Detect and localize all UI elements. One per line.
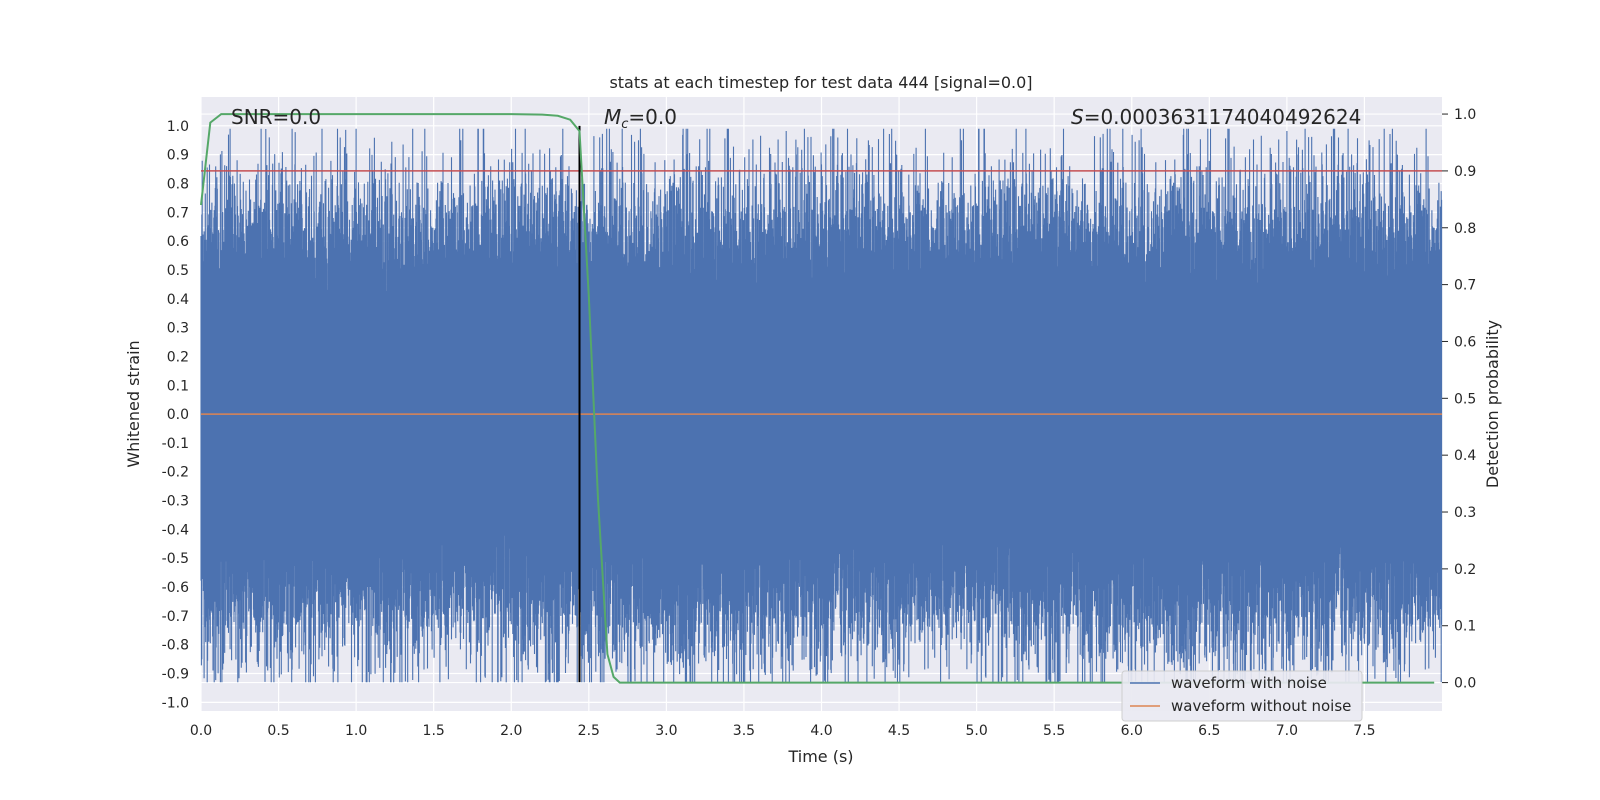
legend: waveform with noise waveform without noi… [1121,670,1363,722]
x-tick-label: 3.0 [655,723,677,739]
s-value: =0.0003631174040492624 [1084,105,1362,129]
x-tick-label: 1.0 [345,723,367,739]
y2-tick-label: 1.0 [1454,107,1476,123]
snr-annotation: SNR=0.0 [231,105,321,129]
y-tick-label: 0.5 [167,263,189,279]
chirp-mass-value: =0.0 [628,105,677,129]
s-annotation: S=0.0003631174040492624 [1071,105,1361,129]
y-tick-label: -0.7 [162,609,189,625]
y2-tick-label: 0.9 [1454,164,1476,180]
chirp-mass-annotation: Mc=0.0 [604,105,677,132]
y-tick-label: 0.7 [167,205,189,221]
x-tick-label: 3.5 [733,723,755,739]
x-tick-label: 6.5 [1198,723,1220,739]
y-tick-label: -0.5 [162,551,189,567]
overlay [200,113,1442,684]
y2-tick-label: 0.6 [1454,334,1476,350]
legend-box [1121,670,1363,722]
y-tick-label: -0.2 [162,465,189,481]
y-tick-label: -0.3 [162,494,189,510]
y2-tick-label: 0.4 [1454,448,1476,464]
y2-tick-label: 0.2 [1454,562,1476,578]
x-tick-label: 4.5 [888,723,910,739]
y-tick-label: -0.6 [162,580,189,596]
y-tick-label: 0.1 [167,378,189,394]
y-tick-label: 0.9 [167,148,189,164]
y-axis-label: Whitened strain [124,340,143,467]
x-tick-label: 4.0 [810,723,832,739]
s-symbol: S [1071,105,1084,129]
x-axis-label: Time (s) [787,747,853,766]
y2-tick-label: 0.1 [1454,619,1476,635]
x-tick-label: 7.0 [1276,723,1298,739]
x-tick-label: 0.5 [267,723,289,739]
tick-labels: 0.0 0.5 1.0 1.5 2.0 2.5 3.0 3.5 4.0 4.5 5.0 5.5 6.0 6… [162,107,1477,739]
x-tick-label: 2.5 [578,723,600,739]
x-tick-label: 5.0 [965,723,987,739]
legend-label-clean: waveform without noise [1171,697,1351,715]
y-tick-label: 0.3 [167,321,189,337]
y2-axis-label: Detection probability [1483,320,1502,488]
chart-title: stats at each timestep for test data 444… [609,73,1032,92]
chirp-mass-subscript: c [621,117,628,132]
y-tick-label: 0.2 [167,349,189,365]
waveform-with-noise-series [200,128,1443,683]
y2-tick-label: 0.7 [1454,278,1476,294]
y-tick-label: 0.0 [167,407,189,423]
chirp-mass-symbol: M [604,105,621,129]
y-tick-label: -0.8 [162,638,189,654]
y2-tick-label: 0.3 [1454,505,1476,521]
y2-tick-label: 0.0 [1454,676,1476,692]
y-tick-label: -0.4 [162,522,189,538]
y-tick-label: 0.4 [167,292,189,308]
y-tick-label: 1.0 [167,119,189,135]
legend-label-noise: waveform with noise [1171,674,1327,692]
x-tick-label: 1.5 [423,723,445,739]
y-tick-label: 0.8 [167,176,189,192]
y-tick-label: 0.6 [167,234,189,250]
y-tick-label: -0.9 [162,667,189,683]
y-tick-label: -1.0 [162,695,189,711]
detection-probability-line [200,113,1435,684]
x-tick-label: 0.0 [190,723,212,739]
x-tick-label: 6.0 [1121,723,1143,739]
noise-waveform [200,128,1443,683]
x-tick-label: 7.5 [1353,723,1375,739]
y2-tick-label: 0.5 [1454,391,1476,407]
y-tick-label: -0.1 [162,436,189,452]
x-tick-label: 2.0 [500,723,522,739]
y2-tick-label: 0.8 [1454,221,1476,237]
x-tick-label: 5.5 [1043,723,1065,739]
